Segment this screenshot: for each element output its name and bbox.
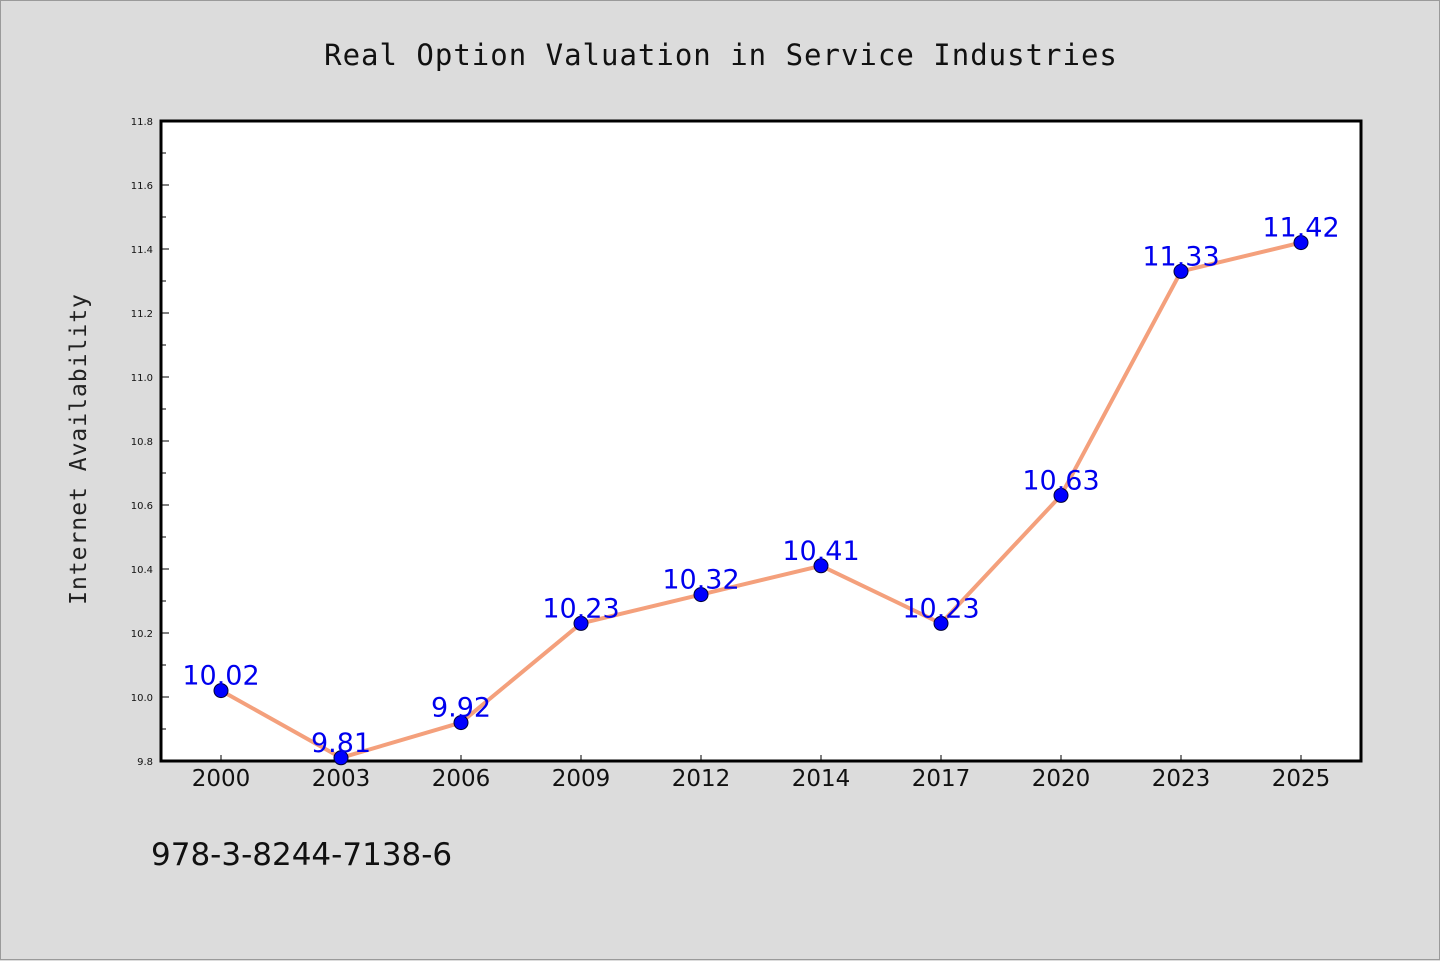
y-tick-label: 11.2	[131, 309, 153, 320]
isbn-footer: 978-3-8244-7138-6	[151, 837, 452, 873]
data-label: 10.41	[782, 536, 859, 567]
x-tick-label: 2000	[192, 766, 251, 792]
data-label: 9.92	[431, 693, 491, 724]
data-label: 10.02	[182, 661, 259, 692]
y-tick-label: 10.2	[131, 629, 153, 640]
chart-title: Real Option Valuation in Service Industr…	[324, 38, 1118, 72]
data-point	[1053, 487, 1069, 503]
y-tick-label: 9.8	[137, 757, 153, 768]
series-points-group	[213, 235, 1309, 766]
x-tick-label: 2017	[912, 766, 971, 792]
x-tick-label: 2014	[792, 766, 851, 792]
data-label: 11.33	[1142, 241, 1219, 272]
plot-area	[159, 119, 1363, 763]
x-tick-label: 2023	[1152, 766, 1211, 792]
data-point	[813, 558, 829, 574]
y-tick-label: 11.4	[131, 245, 153, 256]
y-axis: 9.8 10.0 10.2 10.4 10.6 10.8 11.0 11.2 11.4 11.6 1…	[131, 117, 169, 768]
series-line	[219, 240, 1303, 760]
data-point	[1293, 235, 1309, 251]
data-point	[213, 683, 229, 699]
x-tick-label: 2012	[672, 766, 731, 792]
data-point	[573, 615, 589, 631]
data-point	[453, 715, 469, 731]
x-tick-label: 2003	[312, 766, 371, 792]
y-tick-label: 10.8	[131, 437, 153, 448]
x-axis: 2000 2003 2006 2009 2012 2014 2017 2020 2023 2025	[192, 755, 1331, 792]
y-tick-label: 10.4	[131, 565, 153, 576]
data-labels-group: 10.02 9.81 9.92 10.23 10.32 10.41 10.23 10.63 11…	[182, 213, 1339, 759]
x-tick-label: 2009	[552, 766, 611, 792]
series-line-group	[219, 240, 1303, 760]
data-label: 10.23	[902, 593, 979, 624]
x-tick-label: 2006	[432, 766, 491, 792]
data-label: 10.23	[542, 593, 619, 624]
y-axis-label: Internet Availability	[66, 293, 92, 605]
data-point	[333, 750, 349, 766]
data-point	[1173, 263, 1189, 279]
y-tick-label: 11.8	[131, 117, 153, 128]
y-tick-label: 10.6	[131, 501, 153, 512]
data-label: 10.32	[662, 565, 739, 596]
y-tick-label: 10.0	[131, 693, 153, 704]
data-point	[693, 587, 709, 603]
y-tick-label: 11.0	[131, 373, 153, 384]
data-label: 9.81	[311, 728, 371, 759]
x-tick-label: 2025	[1272, 766, 1331, 792]
data-label: 11.42	[1262, 213, 1339, 244]
data-label: 10.63	[1022, 465, 1099, 496]
data-point	[933, 615, 949, 631]
y-tick-label: 11.6	[131, 181, 153, 192]
x-tick-label: 2020	[1032, 766, 1091, 792]
